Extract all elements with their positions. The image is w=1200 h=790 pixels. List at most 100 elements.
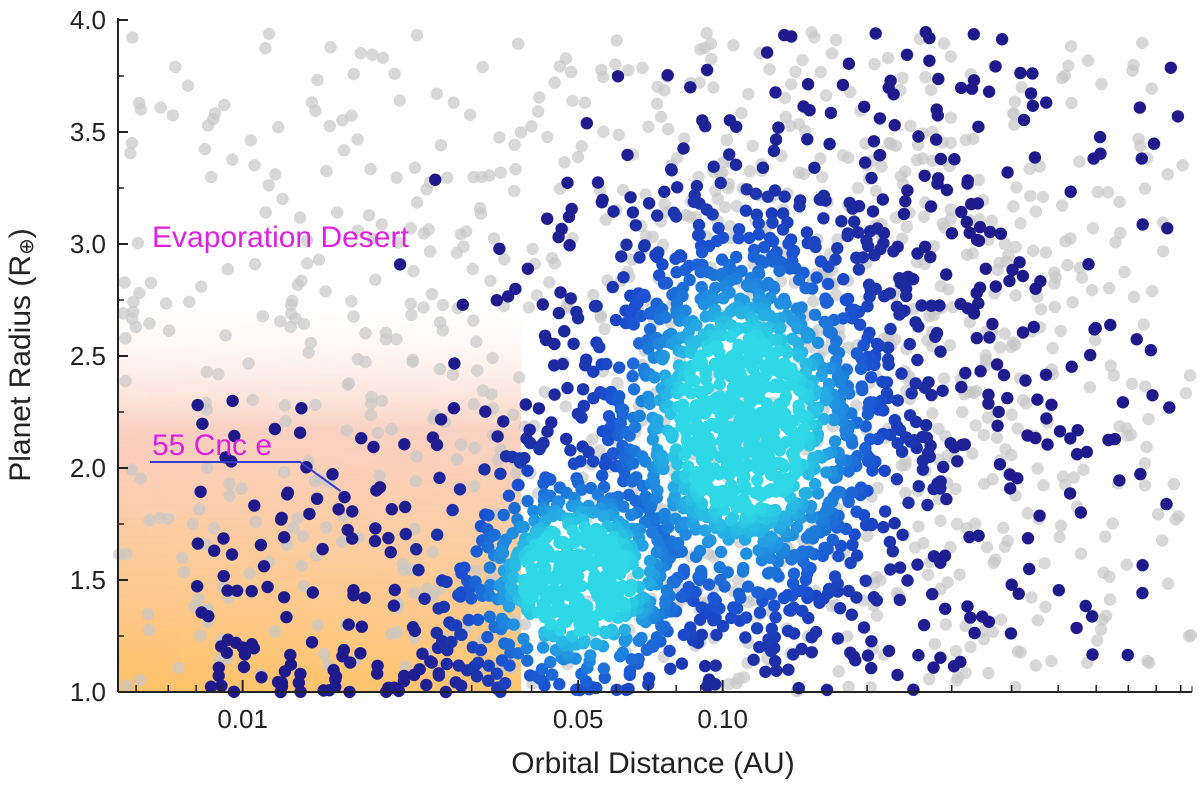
planet-point — [815, 369, 828, 383]
planet-point — [902, 496, 915, 509]
planet-point — [842, 584, 855, 598]
background-point — [1156, 534, 1169, 547]
background-point — [1007, 200, 1020, 213]
background-point — [1141, 654, 1154, 668]
55-cnc-e-leader-line — [150, 461, 342, 492]
background-point — [1102, 281, 1116, 295]
background-point — [1039, 246, 1053, 259]
background-point — [364, 408, 377, 422]
background-point — [977, 428, 991, 442]
background-point — [311, 619, 324, 632]
planet-point — [1024, 87, 1038, 100]
background-point — [420, 183, 433, 196]
planet-point — [388, 583, 401, 597]
planet-point — [1052, 584, 1066, 597]
planet-point — [638, 240, 651, 253]
planet-point — [418, 592, 431, 605]
planet-point — [822, 325, 836, 339]
planet-point — [684, 81, 697, 94]
planet-point — [660, 276, 674, 290]
planet-point — [584, 649, 597, 662]
planet-point — [854, 481, 868, 494]
planet-point — [923, 31, 936, 45]
planet-point — [596, 469, 609, 482]
planet-point — [828, 342, 841, 356]
background-point — [1005, 340, 1018, 354]
planet-point — [803, 104, 816, 117]
planet-point — [963, 530, 976, 544]
planet-point — [785, 332, 799, 345]
background-point — [204, 170, 218, 184]
background-point — [1138, 182, 1152, 195]
background-point — [1091, 185, 1104, 199]
planet-point — [483, 561, 496, 574]
planet-point — [989, 60, 1002, 73]
background-point — [1176, 159, 1189, 172]
background-point — [278, 399, 292, 412]
planet-point — [896, 528, 909, 541]
background-point — [506, 408, 520, 421]
planet-point — [1033, 509, 1046, 522]
background-point — [598, 322, 611, 336]
planet-point — [739, 611, 753, 624]
background-point — [1045, 654, 1058, 668]
background-point — [981, 411, 994, 424]
background-point — [341, 378, 354, 391]
planet-point — [786, 447, 799, 460]
planet-point — [1040, 412, 1053, 425]
planet-point — [225, 548, 239, 561]
background-point — [331, 206, 344, 219]
background-point — [513, 371, 526, 384]
planet-point — [327, 663, 340, 677]
planet-point — [973, 220, 987, 234]
background-point — [259, 42, 272, 55]
planet-point — [446, 503, 459, 517]
planet-point — [656, 353, 669, 366]
planet-point — [725, 453, 738, 466]
planet-point — [677, 563, 691, 576]
background-point — [599, 213, 612, 226]
planet-point — [961, 600, 974, 613]
planet-point — [714, 545, 728, 559]
planet-point — [955, 380, 968, 394]
planet-point — [786, 577, 800, 590]
background-point — [1106, 517, 1119, 530]
background-point — [1046, 341, 1059, 355]
background-point — [242, 357, 255, 370]
planet-point — [590, 637, 603, 651]
planet-point — [844, 646, 857, 659]
planet-point — [730, 250, 743, 264]
background-point — [949, 644, 963, 658]
y-tick-label: 1.0 — [70, 677, 106, 707]
background-point — [430, 87, 443, 101]
background-point — [309, 104, 322, 118]
background-point — [514, 126, 528, 139]
background-point — [302, 346, 315, 359]
background-point — [467, 170, 480, 184]
planet-point — [712, 468, 726, 481]
planet-point — [846, 202, 859, 215]
planet-point — [797, 422, 811, 435]
background-point — [198, 142, 212, 156]
planet-point — [831, 632, 845, 645]
background-point — [172, 661, 185, 674]
planet-point — [385, 503, 398, 516]
planet-point — [800, 226, 814, 239]
planet-point — [382, 531, 395, 545]
planet-point — [398, 438, 411, 451]
background-point — [274, 315, 287, 328]
background-point — [345, 109, 358, 122]
background-point — [126, 31, 139, 44]
planet-point — [275, 511, 288, 525]
background-point — [295, 274, 308, 287]
background-point — [451, 453, 464, 466]
background-point — [525, 120, 538, 133]
background-point — [1097, 566, 1110, 579]
planet-point — [692, 218, 706, 232]
background-point — [997, 521, 1010, 535]
planet-point — [482, 674, 495, 687]
planet-point — [1071, 424, 1084, 437]
planet-point — [781, 624, 795, 638]
planet-point — [891, 668, 904, 682]
planet-point — [983, 331, 996, 344]
